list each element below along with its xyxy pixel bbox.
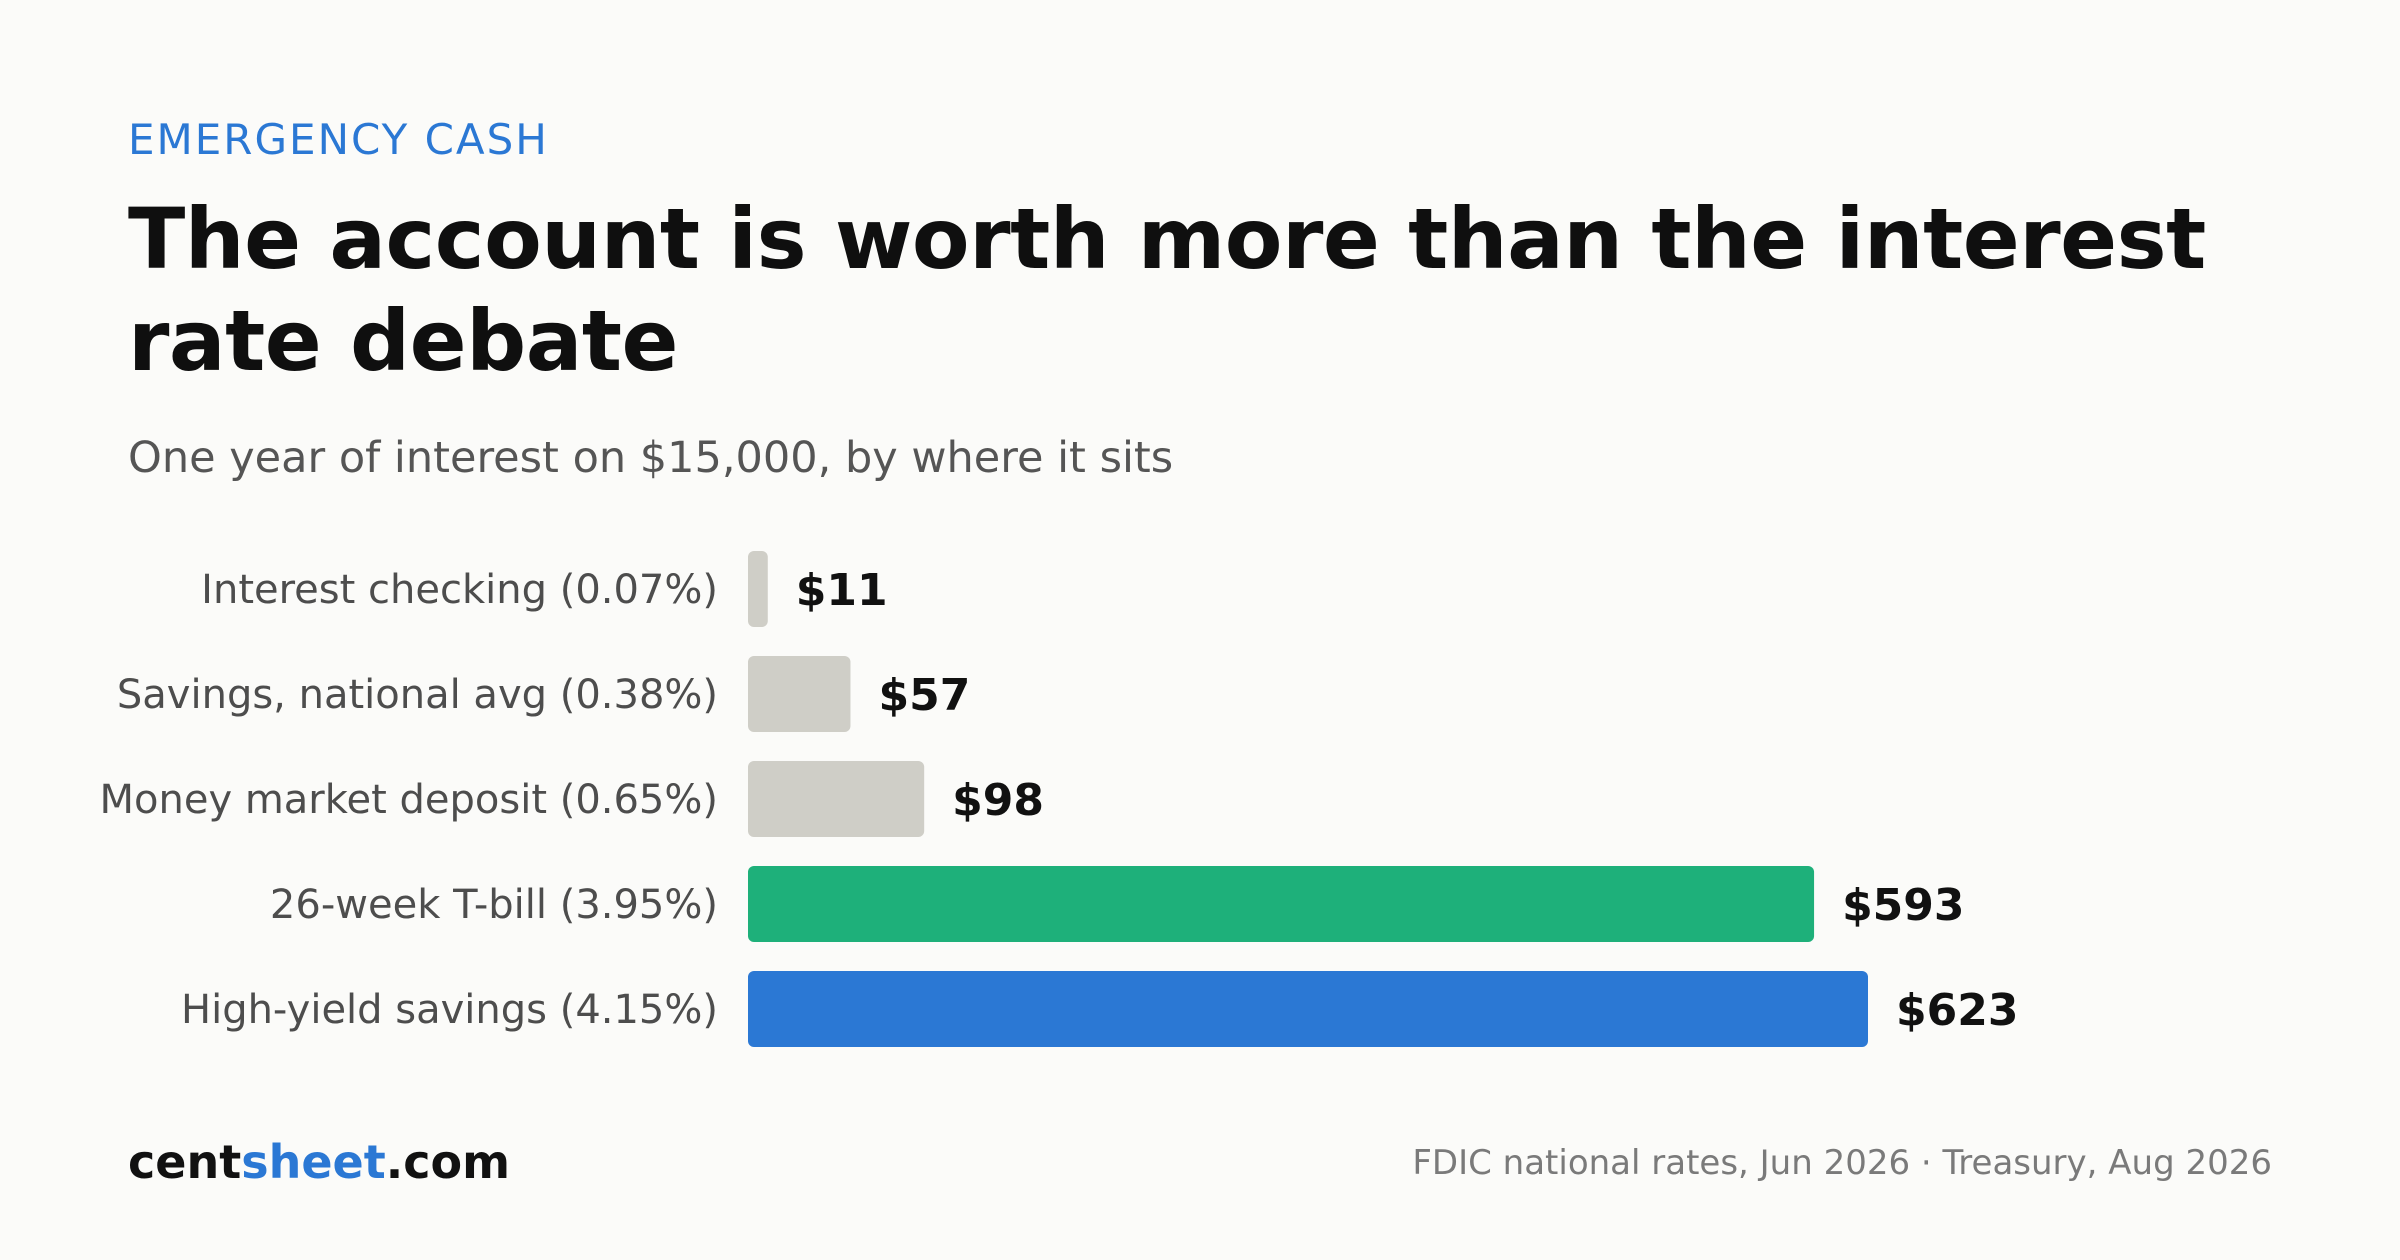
brand-logo: centsheet.com [128, 1132, 510, 1192]
chart-subtitle: One year of interest on $15,000, by wher… [128, 433, 1174, 483]
category-label: Interest checking (0.07%) [201, 567, 718, 613]
value-label: $623 [1896, 985, 2018, 1036]
brand-part-1: cent [128, 1135, 242, 1189]
bar [748, 656, 851, 732]
source-note: FDIC national rates, Jun 2026 · Treasury… [1412, 1143, 2272, 1183]
brand-part-2: sheet [241, 1135, 386, 1189]
category-label: High-yield savings (4.15%) [181, 987, 718, 1033]
category-label: 26-week T-bill (3.95%) [270, 882, 718, 928]
bar [748, 971, 1868, 1047]
value-label: $98 [952, 775, 1044, 826]
bar [748, 866, 1815, 942]
category-label: Savings, national avg (0.38%) [117, 672, 718, 718]
brand-part-3: .com [385, 1135, 510, 1189]
value-label: $11 [796, 565, 888, 616]
value-label: $57 [878, 670, 970, 721]
bar [748, 761, 925, 837]
value-label: $593 [1842, 880, 1964, 931]
chart-title: The account is worth more than the inter… [128, 190, 2206, 390]
category-label: Money market deposit (0.65%) [100, 777, 719, 823]
chart-kicker: EMERGENCY CASH [128, 115, 549, 164]
bar [748, 551, 768, 627]
